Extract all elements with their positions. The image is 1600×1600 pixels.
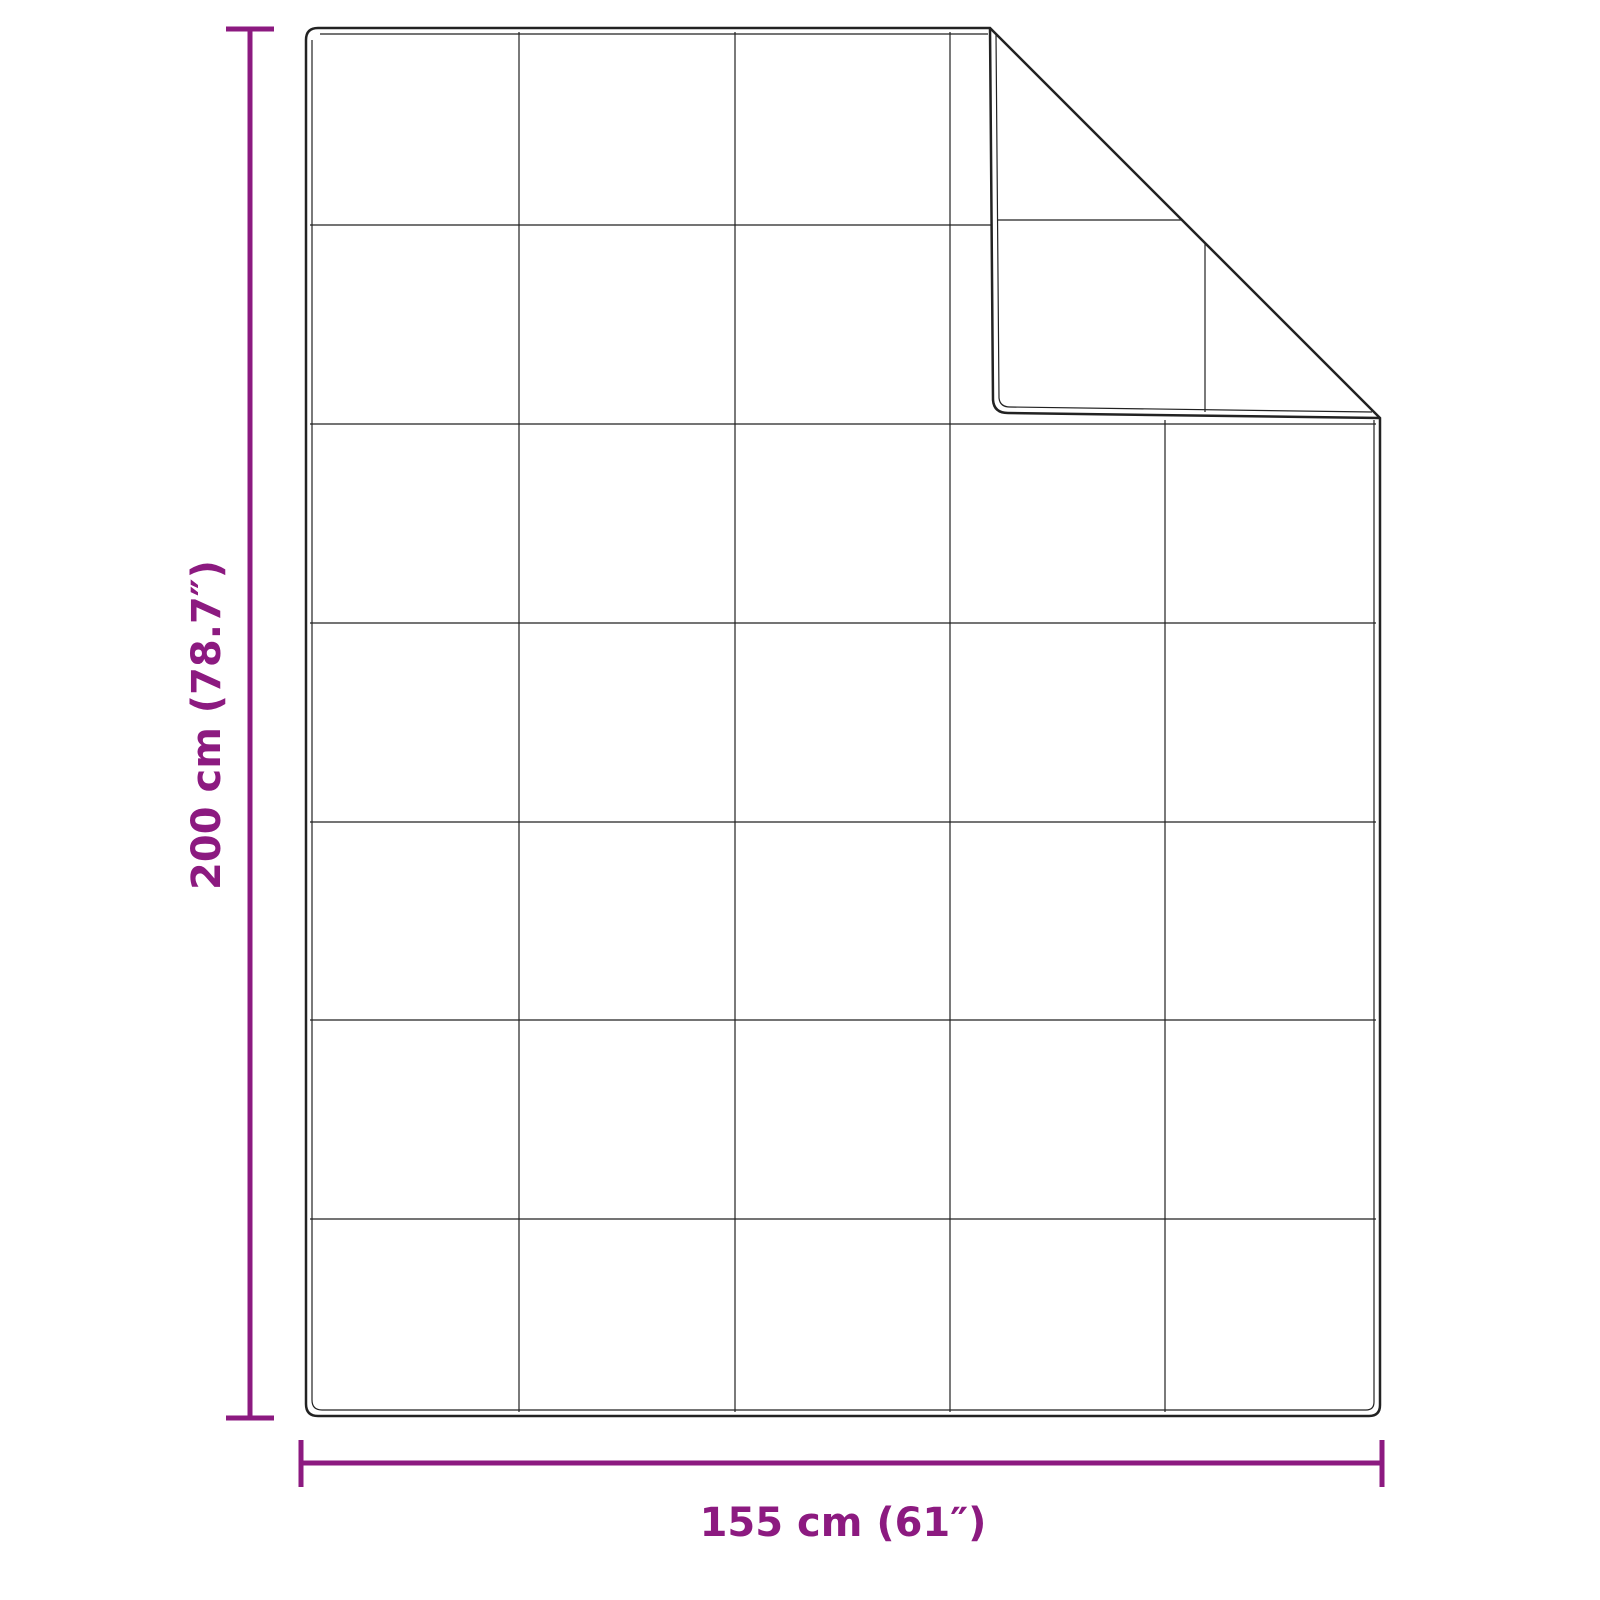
- height-label: 200 cm (78.7″): [184, 560, 230, 890]
- width-label: 155 cm (61″): [700, 1500, 987, 1546]
- quilt-stitch-lines: [310, 32, 1376, 1412]
- blanket-outline-inner: [311, 33, 1375, 1411]
- width-dimension: [298, 1440, 1385, 1487]
- fold-edge-inner: [995, 33, 1373, 413]
- fold-edge: [988, 27, 1381, 420]
- blanket-outline: [304, 26, 1382, 1418]
- height-dimension: [226, 26, 274, 1421]
- blanket: [304, 26, 1382, 1418]
